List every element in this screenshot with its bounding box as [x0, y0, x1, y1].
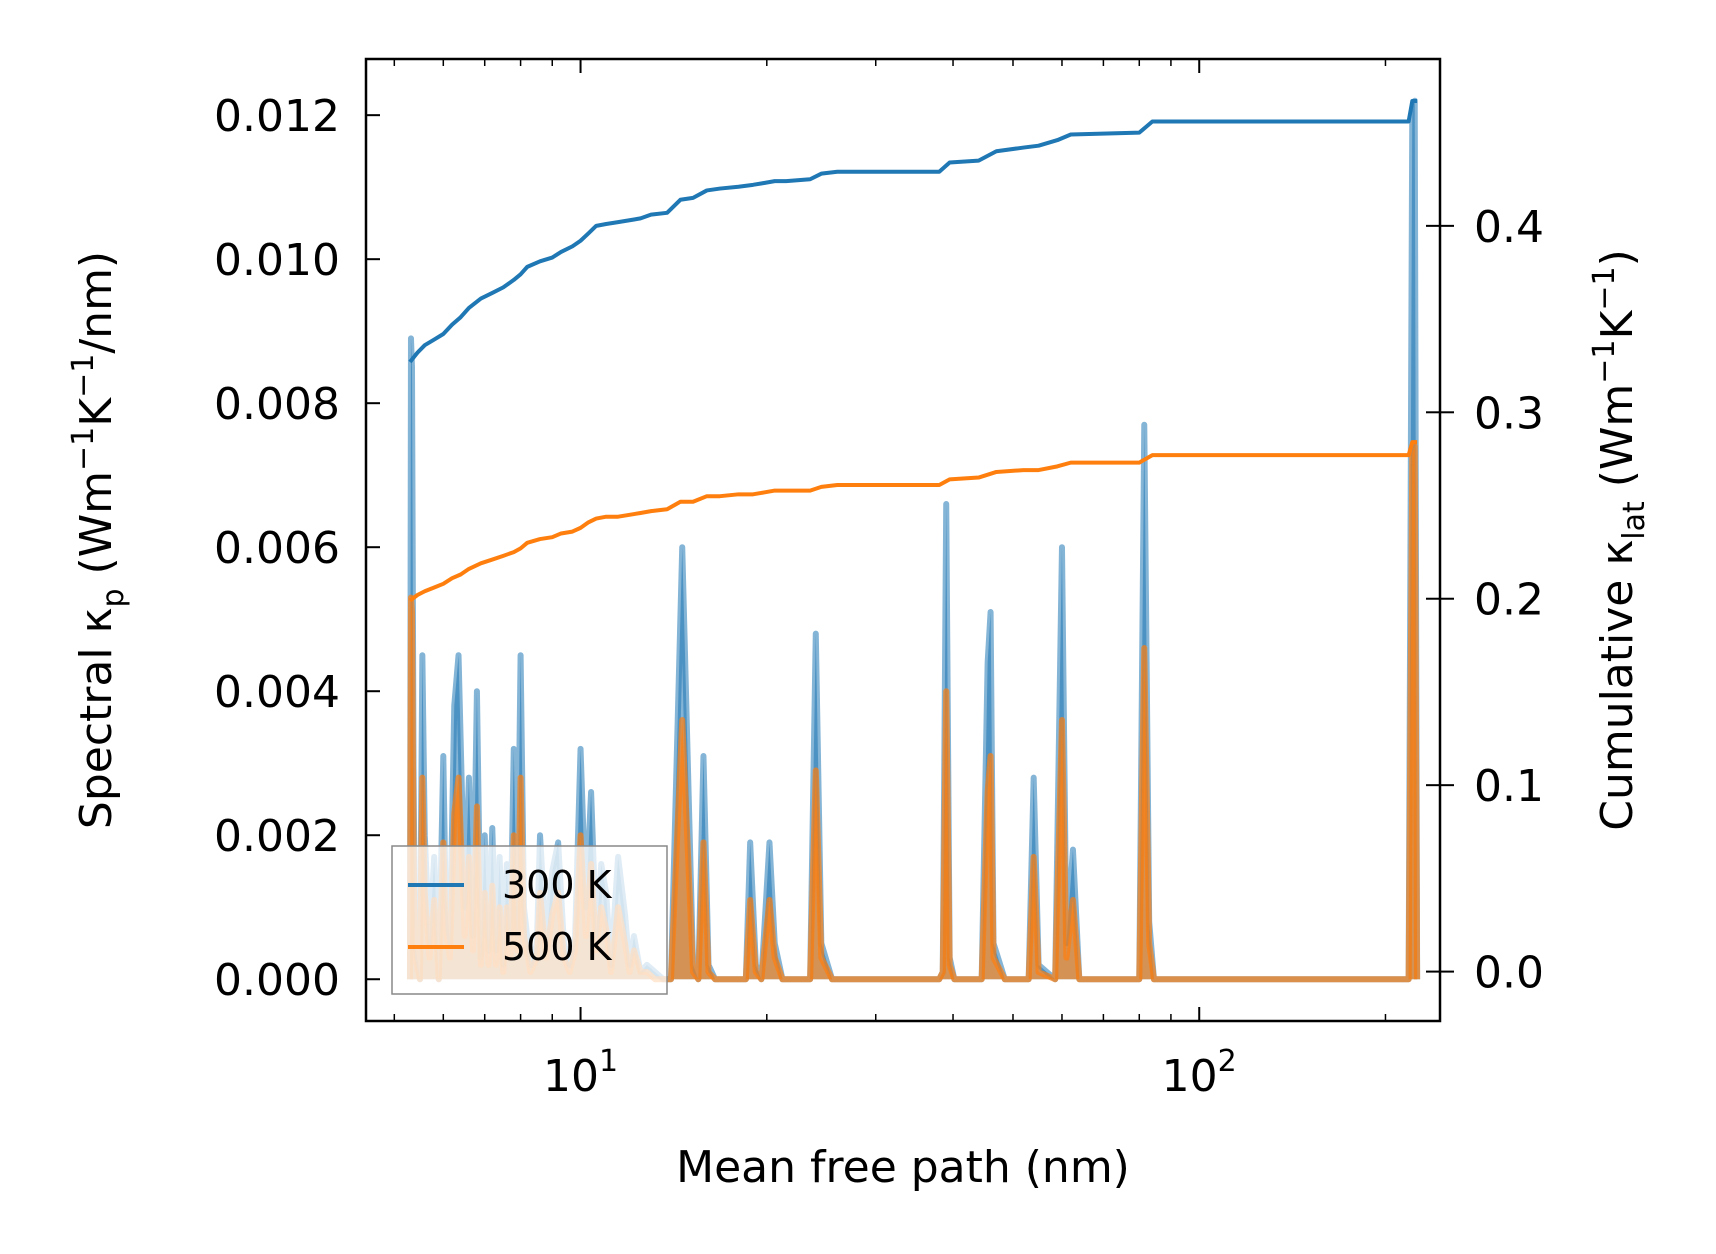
cumulative-line-0 — [408, 98, 1418, 364]
y-right-tick-label: 0.4 — [1474, 202, 1544, 253]
legend: 300 K 500 K — [391, 845, 668, 995]
y-axis-label-left: Spectral κp (Wm−1K−1/nm) — [66, 251, 131, 829]
ticks-layer: 101 102 0.000 0.002 0.004 0.006 0.008 0.010 0.01… — [214, 59, 1544, 1102]
cumulative-layer — [408, 98, 1418, 603]
plot-frame — [364, 57, 1442, 1023]
legend-box — [391, 845, 668, 995]
y-left-tick-label: 0.010 — [214, 235, 340, 286]
y-left-tick-label: 0.012 — [214, 91, 340, 142]
legend-label-1: 500 K — [502, 925, 613, 969]
x-axis-label: Mean free path (nm) — [676, 1142, 1130, 1193]
y-right-tick-label: 0.1 — [1474, 761, 1544, 812]
y-right-tick-label: 0.2 — [1474, 575, 1544, 626]
y-left-tick-label: 0.008 — [214, 379, 340, 430]
y-left-tick-label: 0.004 — [214, 667, 340, 718]
y-right-tick-label: 0.0 — [1474, 948, 1544, 999]
y-right-tick-label: 0.3 — [1474, 388, 1544, 439]
y-left-tick-label: 0.002 — [214, 811, 340, 862]
legend-label-0: 300 K — [502, 863, 613, 907]
y-axis-label-right: Cumulative κlat (Wm−1K−1) — [1587, 249, 1652, 831]
cumulative-line-1 — [408, 440, 1418, 603]
y-left-tick-label: 0.006 — [214, 523, 340, 574]
x-tick-label: 102 — [1162, 1044, 1237, 1102]
y-left-tick-label: 0.000 — [214, 955, 340, 1006]
x-tick-label: 101 — [543, 1044, 618, 1102]
